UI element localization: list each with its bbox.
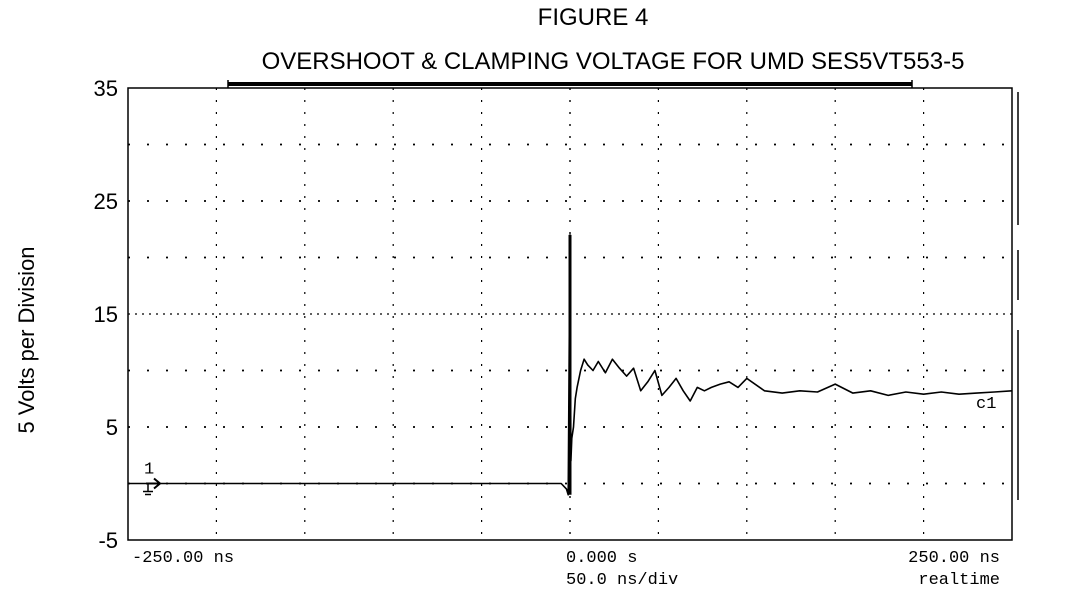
y-tick-label: 35 — [94, 76, 118, 101]
y-tick-label: 25 — [94, 189, 118, 214]
footer-left-time: -250.00 ns — [132, 549, 234, 568]
trace-label: c1 — [976, 395, 996, 414]
ground-marker-arrowhead — [153, 477, 162, 490]
channel-marker: 1 — [144, 461, 154, 480]
footer-labels: -250.00 ns 0.000 s 250.00 ns 50.0 ns/div… — [132, 549, 1000, 590]
plot-frame — [127, 80, 1019, 541]
y-tick-label: 15 — [94, 302, 118, 327]
footer-timebase: 50.0 ns/div — [566, 571, 678, 590]
figure-subtitle: OVERSHOOT & CLAMPING VOLTAGE FOR UMD SES… — [261, 48, 965, 75]
footer-mode: realtime — [918, 571, 1000, 590]
trace: c1 1 — [128, 234, 1013, 496]
y-tick-label: 5 — [106, 415, 118, 440]
y-tick-label: -5 — [98, 528, 118, 553]
figure-title: FIGURE 4 — [537, 4, 649, 31]
y-tick-labels: -5 5 15 25 35 — [94, 76, 118, 553]
footer-right-time: 250.00 ns — [908, 549, 1000, 568]
footer-center-time: 0.000 s — [566, 549, 637, 568]
